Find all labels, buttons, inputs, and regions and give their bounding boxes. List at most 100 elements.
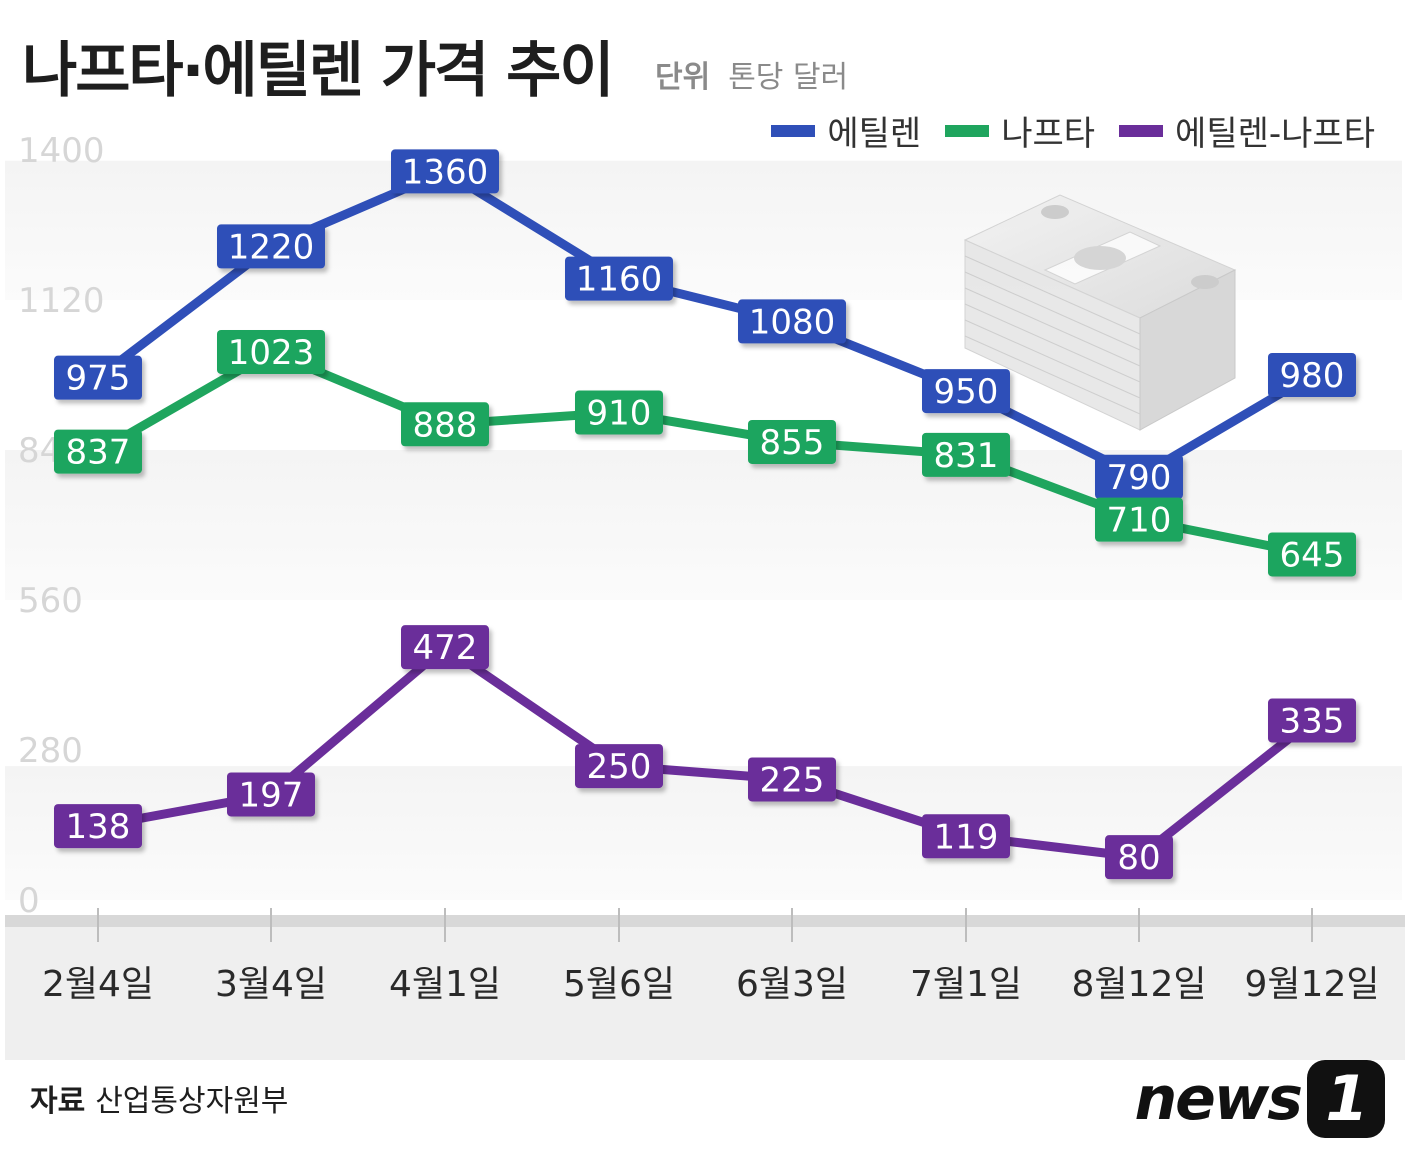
x-axis-panel [5, 927, 1405, 1060]
y-tick-label: 1400 [18, 131, 105, 171]
data-label-text: 80 [1117, 838, 1160, 878]
grid-band [5, 766, 1402, 900]
data-label-box [401, 402, 489, 447]
logo-number: 1 [1307, 1060, 1385, 1138]
data-label: 80 [1105, 835, 1173, 880]
data-label-text: 250 [587, 747, 652, 787]
data-label-box [575, 744, 663, 789]
page-title: 나프타·에틸렌 가격 추이 [22, 36, 615, 106]
x-tick-label: 2월4일 [42, 964, 154, 1005]
data-label: 645 [1268, 532, 1356, 577]
unit-value: 톤당 달러 [728, 60, 849, 95]
data-label-text: 472 [413, 628, 478, 668]
data-label-text: 119 [934, 817, 999, 857]
x-tick-label: 6월3일 [736, 964, 848, 1005]
data-label-box [1095, 454, 1183, 499]
data-label: 710 [1095, 497, 1183, 542]
legend-item-naphtha: 나프타 [945, 106, 1095, 155]
data-label-text: 831 [934, 436, 999, 476]
data-label-box [1268, 532, 1356, 577]
data-label: 250 [575, 744, 663, 789]
logo-text: news [1134, 1064, 1303, 1134]
data-label-text: 980 [1280, 356, 1345, 396]
data-label-text: 1160 [576, 260, 663, 300]
data-label: 975 [54, 355, 142, 400]
data-label-text: 225 [760, 760, 825, 800]
data-label-text: 1360 [402, 152, 489, 192]
data-label-box [922, 432, 1010, 477]
data-label-box [1268, 353, 1356, 397]
data-label-box [54, 804, 142, 849]
legend-swatch-naphtha [945, 124, 990, 137]
news1-logo: news 1 [1134, 1060, 1385, 1138]
data-label: 855 [748, 419, 836, 464]
data-label-box [748, 419, 836, 464]
legend-item-ethylene: 에틸렌 [771, 106, 921, 155]
data-label: 980 [1268, 353, 1356, 397]
data-labels: 975 1220 1360 1160 1080 950 790 980 837 1023 888 91… [54, 149, 1356, 880]
legend-swatch-spread [1119, 124, 1164, 137]
legend-label-naphtha: 나프타 [1001, 114, 1096, 154]
data-label-text: 645 [1280, 535, 1345, 575]
data-label: 197 [227, 772, 315, 817]
data-label-box [54, 429, 142, 474]
data-label-box [922, 814, 1010, 859]
x-tick-label: 8월12일 [1072, 964, 1207, 1005]
data-label-box [391, 149, 499, 194]
y-tick-label: 560 [18, 581, 83, 621]
data-label-box [738, 299, 846, 344]
data-label-box [401, 625, 489, 670]
data-label-text: 910 [587, 394, 652, 434]
data-label: 472 [401, 625, 489, 670]
source-value: 산업통상자원부 [95, 1084, 289, 1119]
data-label-box [217, 224, 325, 269]
data-label: 910 [575, 390, 663, 435]
data-label: 1080 [738, 299, 846, 344]
data-label-text: 1023 [228, 333, 315, 373]
x-tick-label: 4월1일 [389, 964, 501, 1005]
data-label-text: 1220 [228, 227, 315, 267]
source-credit: 자료 산업통상자원부 [30, 1076, 288, 1120]
legend-swatch-ethylene [771, 124, 816, 137]
data-label: 790 [1095, 454, 1183, 499]
y-tick-label: 1120 [18, 281, 105, 321]
data-label-box [1105, 835, 1173, 880]
unit-key: 단위 [655, 60, 711, 95]
data-label-text: 950 [934, 372, 999, 412]
x-axis-line [5, 915, 1405, 927]
data-label-text: 335 [1280, 702, 1345, 742]
data-label-box [748, 757, 836, 802]
data-label-text: 888 [413, 405, 478, 445]
unit-label: 단위 톤당 달러 [655, 52, 848, 96]
data-label-text: 197 [239, 775, 304, 815]
data-label-text: 138 [66, 807, 131, 847]
x-tick-label: 3월4일 [215, 964, 327, 1005]
data-label-box [217, 329, 325, 374]
data-label: 888 [401, 402, 489, 447]
data-label: 831 [922, 432, 1010, 477]
legend-item-spread: 에틸렌-나프타 [1119, 106, 1375, 155]
money-stack-icon [963, 194, 1237, 431]
data-label-text: 975 [66, 359, 131, 399]
data-label-box [1268, 698, 1356, 743]
data-label: 1360 [391, 149, 499, 194]
data-label: 138 [54, 804, 142, 849]
data-label: 1220 [217, 224, 325, 269]
data-label: 119 [922, 814, 1010, 859]
data-label: 225 [748, 757, 836, 802]
data-label-box [922, 369, 1010, 414]
data-label-box [575, 390, 663, 435]
x-tick-label: 5월6일 [563, 964, 675, 1005]
legend-label-ethylene: 에틸렌 [827, 114, 922, 154]
data-label: 1023 [217, 329, 325, 374]
data-label: 335 [1268, 698, 1356, 743]
y-tick-label: 280 [18, 731, 83, 771]
x-tick-label: 7월1일 [910, 964, 1022, 1005]
data-label-text: 855 [760, 423, 825, 463]
data-label: 1160 [565, 256, 673, 301]
data-label-box [227, 772, 315, 817]
data-label-text: 790 [1107, 458, 1172, 498]
grid-bands [5, 160, 1402, 900]
data-label-text: 1080 [749, 302, 836, 342]
